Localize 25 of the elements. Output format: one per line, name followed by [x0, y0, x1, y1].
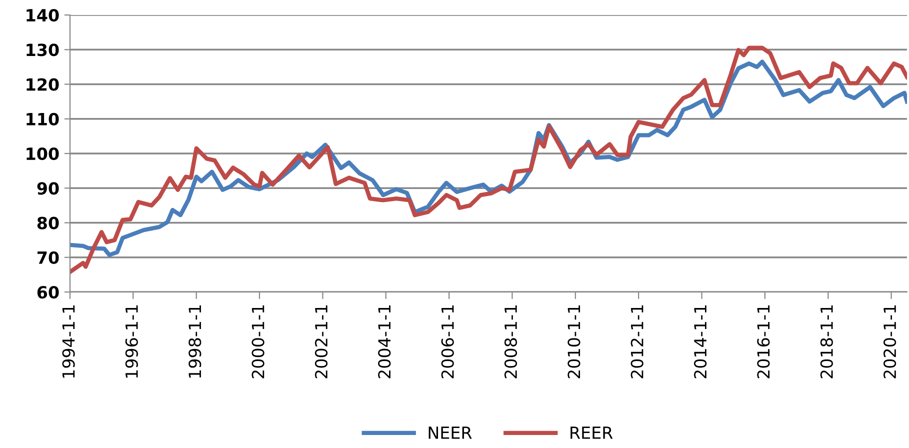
legend-label: REER	[570, 426, 613, 439]
x-tick-label: 2012-1-1	[630, 305, 644, 378]
y-tick-label: 90	[37, 182, 59, 195]
y-tick-label: 60	[37, 286, 59, 299]
x-tick-label: 1998-1-1	[188, 305, 202, 378]
x-tick-label: 2006-1-1	[441, 305, 454, 378]
y-tick-label: 70	[38, 251, 59, 264]
y-tick-label: 80	[37, 216, 59, 230]
x-tick-label: 2004-1-1	[378, 305, 391, 378]
x-tick-label: 2014-1-1	[694, 305, 707, 378]
x-tick-label: 2002-1-1	[314, 305, 328, 378]
x-tick-label: 2010-1-1	[568, 305, 580, 378]
x-tick-label: 2018-1-1	[820, 305, 833, 378]
y-tick-label: 120	[26, 78, 59, 91]
x-tick-label: 2020-1-1	[883, 305, 896, 378]
y-tick-label: 140	[26, 8, 59, 22]
y-tick-label: 130	[26, 44, 59, 56]
x-tick-label: 2000-1-1	[252, 305, 264, 378]
y-tick-label: 100	[26, 147, 59, 160]
y-tick-label: 110	[26, 112, 59, 126]
x-tick-label: 1994-1-1	[62, 305, 75, 378]
x-tick-label: 1996-1-1	[125, 305, 138, 378]
x-tick-label: 2016-1-1	[757, 305, 770, 378]
x-tick-label: 2008-1-1	[504, 305, 518, 378]
legend-label: NEER	[428, 426, 472, 439]
